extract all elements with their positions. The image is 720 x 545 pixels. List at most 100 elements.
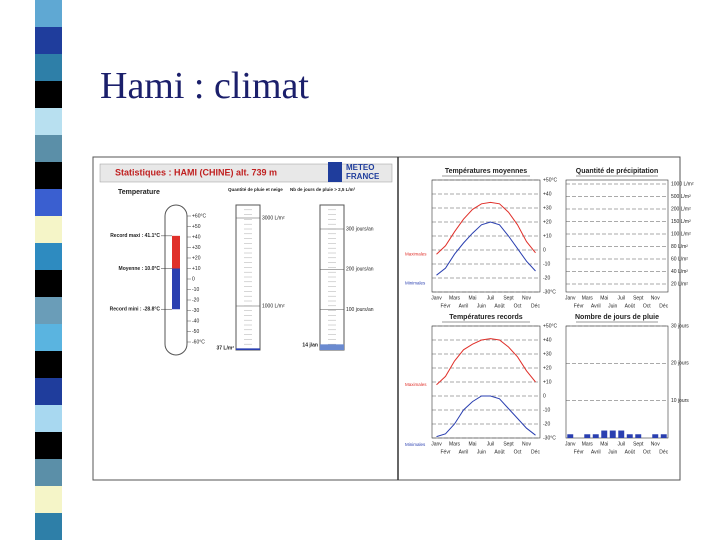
stripe-block <box>35 135 62 162</box>
bar <box>618 430 625 438</box>
y-tick-label: -10 <box>543 261 550 267</box>
scale-label: -50 <box>192 329 199 335</box>
series-label: Maximales <box>405 382 427 387</box>
stripe-block <box>35 108 62 135</box>
thermo-lower <box>172 268 180 310</box>
y-tick-label: +50°C <box>543 323 557 329</box>
x-tick-label: Oct <box>514 303 522 309</box>
stripe-block <box>35 324 62 351</box>
x-tick-label: Juin <box>477 449 486 455</box>
y-tick-label: +20 <box>543 219 552 225</box>
bar <box>567 434 574 438</box>
section-title: Quantité de pluie et neige <box>228 187 283 192</box>
stripe-block <box>35 459 62 486</box>
x-tick-label: Mars <box>449 441 461 447</box>
y-tick-label: 10 jours <box>671 398 689 404</box>
x-tick-label: Juil <box>487 441 495 447</box>
chart-title: Nombre de jours de pluie <box>575 314 659 321</box>
x-tick-label: Juin <box>477 303 486 309</box>
stripe-block <box>35 270 62 297</box>
y-tick-label: 100 L/m² <box>671 231 691 237</box>
x-tick-label: Août <box>494 303 505 309</box>
x-tick-label: Juil <box>617 295 625 301</box>
section-title: Nb de jours de pluie > 2,5 L/m² <box>290 187 356 192</box>
series-label: Maximales <box>405 251 427 256</box>
total-label: 37 L/m² <box>216 345 234 351</box>
y-tick-label: 1000 L/m² <box>671 181 694 187</box>
x-tick-label: Mai <box>468 441 476 447</box>
stripe-block <box>35 378 62 405</box>
bar <box>601 430 608 438</box>
scale-label: +20 <box>192 255 201 261</box>
stripe-block <box>35 189 62 216</box>
x-tick-label: Juil <box>617 441 625 447</box>
x-tick-label: Janv <box>565 441 576 447</box>
bar <box>592 434 599 438</box>
line <box>436 201 536 255</box>
scale-label: -60°C <box>192 339 205 345</box>
scale-label: +10 <box>192 266 201 272</box>
thermo-label: Moyenne : 10.0°C <box>119 266 161 272</box>
stripe-block <box>35 54 62 81</box>
stripe-block <box>35 297 62 324</box>
y-tick-label: -20 <box>543 421 550 427</box>
x-tick-label: Avril <box>459 449 469 455</box>
bar <box>652 434 659 438</box>
stripe-block <box>35 162 62 189</box>
x-tick-label: Janv <box>431 295 442 301</box>
header-box <box>99 163 393 183</box>
thermo-upper <box>172 235 180 269</box>
x-tick-label: Févr <box>441 449 451 455</box>
y-tick-label: 60 L/m² <box>671 256 688 262</box>
y-tick-label: 20 jours <box>671 361 689 367</box>
x-tick-label: Nov <box>651 441 660 447</box>
logo-text: FRANCE <box>346 172 380 181</box>
scale-label: 200 jours/an <box>346 267 374 273</box>
bar <box>635 434 642 438</box>
thermometer <box>164 204 188 356</box>
series-label: Minimales <box>405 442 426 447</box>
x-tick-label: Mars <box>582 295 594 301</box>
y-tick-label: +40 <box>543 337 552 343</box>
x-tick-label: Nov <box>522 441 531 447</box>
stripe-block <box>35 486 62 513</box>
y-tick-label: +50°C <box>543 177 557 183</box>
scale-label: +30 <box>192 245 201 251</box>
x-tick-label: Mai <box>600 295 608 301</box>
stripe-block <box>35 81 62 108</box>
scale-label: 300 jours/an <box>346 226 374 232</box>
y-tick-label: 20 L/m² <box>671 281 688 287</box>
line <box>436 338 536 386</box>
y-tick-label: 0 <box>543 247 546 253</box>
y-tick-label: +10 <box>543 233 552 239</box>
header: Statistiques : HAMI (CHINE) alt. 739 m <box>115 167 277 177</box>
y-tick-label: -10 <box>543 407 550 413</box>
section-title: Temperature <box>118 189 160 196</box>
x-tick-label: Juil <box>487 295 495 301</box>
x-tick-label: Août <box>625 449 636 455</box>
y-tick-label: +30 <box>543 351 552 357</box>
y-tick-label: 500 L/m² <box>671 194 691 200</box>
x-tick-label: Sept <box>633 441 644 447</box>
stripe-block <box>35 216 62 243</box>
y-tick-label: +10 <box>543 379 552 385</box>
y-tick-label: -30°C <box>543 289 556 295</box>
y-tick-label: +40 <box>543 191 552 197</box>
x-tick-label: Oct <box>643 449 651 455</box>
x-tick-label: Déc <box>659 303 668 309</box>
x-tick-label: Mars <box>449 295 461 301</box>
x-tick-label: Févr <box>574 303 584 309</box>
scale-label: 100 jours/an <box>346 307 374 313</box>
x-tick-label: Juin <box>608 449 617 455</box>
chart-title: Quantité de précipitation <box>576 168 658 175</box>
x-tick-label: Janv <box>431 441 442 447</box>
x-tick-label: Avril <box>459 303 469 309</box>
stripe-block <box>35 432 62 459</box>
scale-label: +40 <box>192 234 201 240</box>
x-tick-label: Mai <box>600 441 608 447</box>
stripe-block <box>35 513 62 540</box>
y-tick-label: 0 <box>543 393 546 399</box>
stripe-block <box>35 351 62 378</box>
chart-title: Températures records <box>449 314 523 321</box>
scale-label: 1000 L/m² <box>262 303 285 309</box>
